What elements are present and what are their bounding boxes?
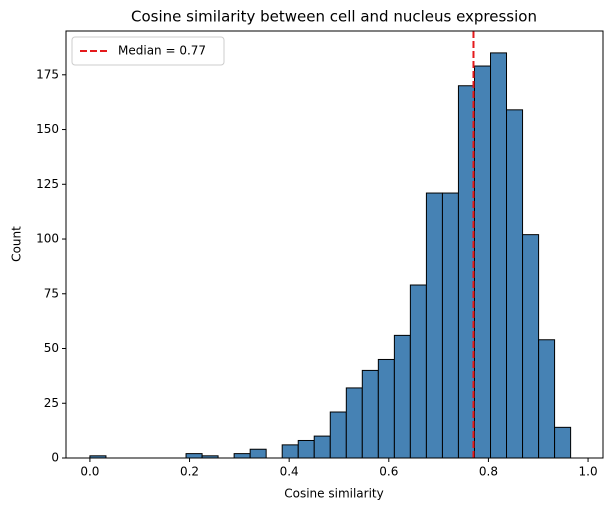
- x-tick-label: 0.0: [80, 465, 99, 479]
- x-tick-label: 1.0: [579, 465, 598, 479]
- y-tick-label: 150: [36, 122, 59, 136]
- legend-box: [71, 36, 225, 66]
- chart-title: Cosine similarity between cell and nucle…: [131, 8, 537, 26]
- x-tick-label: 0.2: [180, 465, 199, 479]
- bar: [249, 448, 267, 459]
- y-tick-label: 0: [51, 451, 59, 465]
- bar: [425, 192, 443, 459]
- y-axis-label: Count: [10, 226, 24, 262]
- bar: [393, 334, 411, 459]
- y-tick-label: 100: [36, 232, 59, 246]
- y-tick-label: 25: [44, 396, 59, 410]
- x-tick-label: 0.4: [280, 465, 299, 479]
- x-axis-label: Cosine similarity: [284, 487, 383, 501]
- bar: [377, 358, 395, 459]
- bar: [490, 52, 508, 459]
- bar: [522, 234, 540, 459]
- bar: [233, 453, 251, 459]
- bar: [281, 444, 299, 459]
- y-tick-label: 75: [44, 286, 59, 300]
- bar: [297, 439, 315, 459]
- y-tick-label: 50: [44, 341, 59, 355]
- bar: [506, 109, 524, 459]
- bar: [329, 411, 347, 459]
- bar: [313, 435, 331, 459]
- y-tick-label: 175: [36, 67, 59, 81]
- bar: [457, 85, 475, 459]
- bar: [538, 339, 556, 459]
- bar: [554, 426, 572, 459]
- x-tick-label: 0.8: [479, 465, 498, 479]
- bar: [185, 453, 203, 459]
- plot-frame: [65, 30, 604, 459]
- bar: [361, 369, 379, 459]
- bar: [473, 65, 492, 459]
- bar: [345, 387, 363, 459]
- bar: [409, 284, 427, 459]
- legend-label: Median = 0.77: [118, 44, 206, 58]
- bar: [441, 192, 459, 459]
- y-tick-label: 125: [36, 177, 59, 191]
- x-tick-label: 0.6: [379, 465, 398, 479]
